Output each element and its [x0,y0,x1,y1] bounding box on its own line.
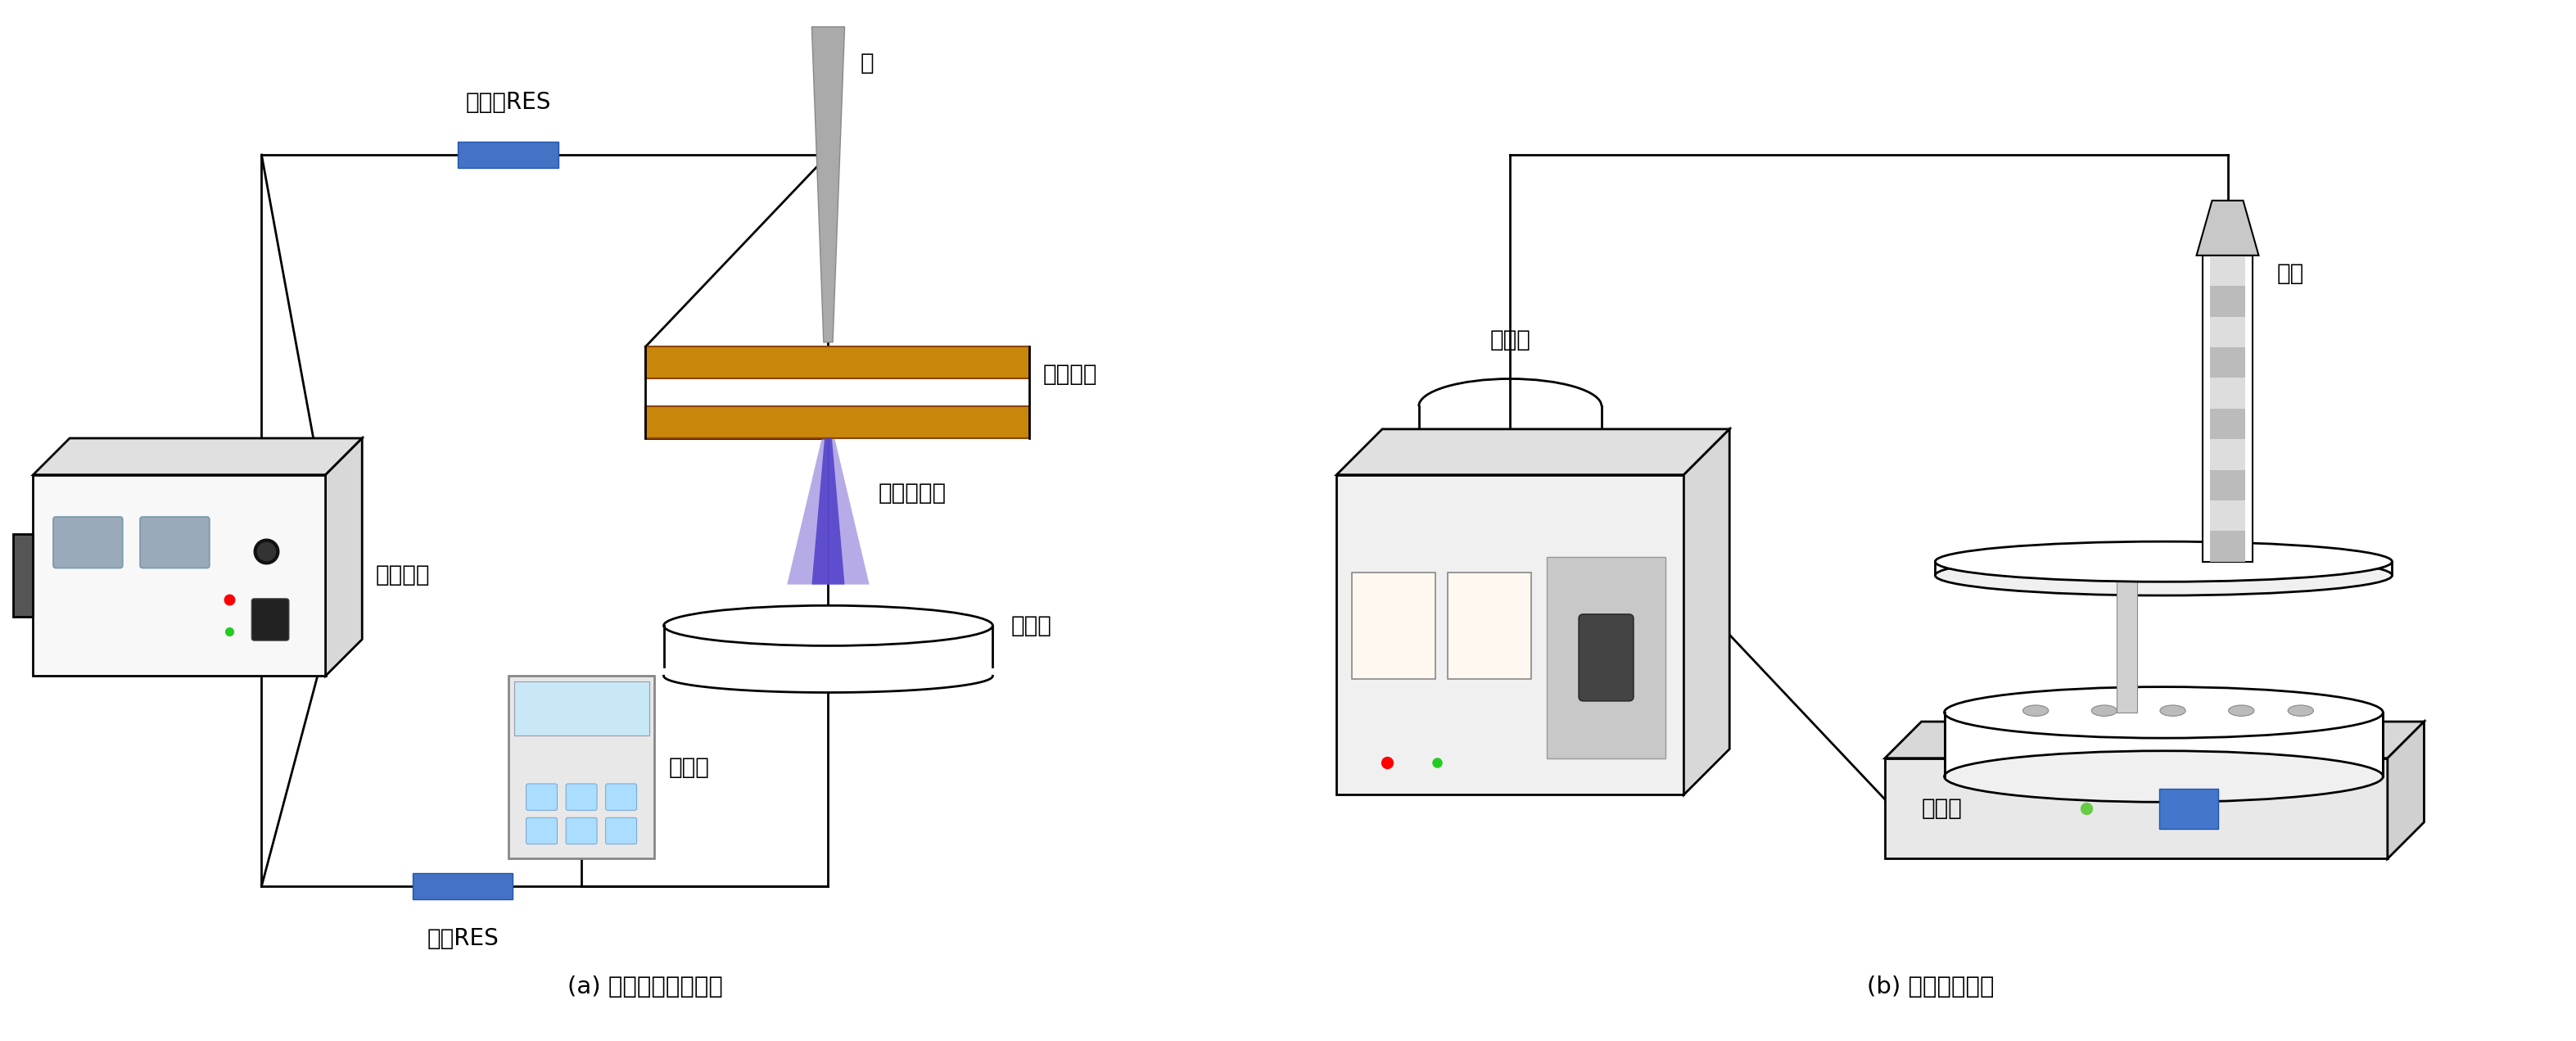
Ellipse shape [2159,705,2184,716]
Polygon shape [665,606,992,692]
FancyBboxPatch shape [139,516,209,568]
Text: 针: 针 [860,52,873,75]
FancyBboxPatch shape [2159,788,2218,829]
Polygon shape [811,438,845,584]
Ellipse shape [2092,705,2117,716]
FancyBboxPatch shape [1546,557,1667,758]
Text: 稳电压源: 稳电压源 [376,564,430,587]
Ellipse shape [1945,751,2383,802]
Ellipse shape [2228,705,2254,716]
Polygon shape [1945,712,2383,777]
FancyBboxPatch shape [1337,475,1685,794]
FancyBboxPatch shape [605,817,636,844]
FancyBboxPatch shape [2210,531,2244,562]
Polygon shape [325,438,363,676]
FancyBboxPatch shape [2210,255,2244,286]
Text: 反应器: 反应器 [1010,614,1051,637]
Polygon shape [811,27,845,342]
FancyBboxPatch shape [2117,576,2138,712]
FancyBboxPatch shape [252,599,289,640]
Text: 氙灯: 氙灯 [2277,262,2303,285]
FancyBboxPatch shape [2210,348,2244,378]
Polygon shape [1337,429,1728,475]
Text: (b) 光化学反应仪: (b) 光化学反应仪 [1868,975,1994,998]
FancyBboxPatch shape [13,534,33,616]
Ellipse shape [1945,687,2383,738]
FancyBboxPatch shape [459,142,559,168]
Polygon shape [1685,429,1728,794]
Text: 阴极循环: 阴极循环 [1043,362,1097,386]
Text: 万用表: 万用表 [667,756,708,779]
FancyBboxPatch shape [507,676,654,859]
FancyBboxPatch shape [647,406,1030,438]
Ellipse shape [2022,705,2048,716]
Ellipse shape [1935,555,2393,595]
FancyBboxPatch shape [513,682,649,735]
FancyBboxPatch shape [412,873,513,899]
Text: 镇流器RES: 镇流器RES [466,91,551,113]
Polygon shape [33,438,363,475]
FancyBboxPatch shape [2210,501,2244,531]
FancyBboxPatch shape [2210,286,2244,316]
FancyBboxPatch shape [54,516,124,568]
Text: 控制器: 控制器 [1489,329,1530,352]
Ellipse shape [665,606,992,645]
FancyBboxPatch shape [1448,573,1530,679]
FancyBboxPatch shape [2210,378,2244,408]
Ellipse shape [2287,705,2313,716]
Ellipse shape [1935,541,2393,582]
Text: 反应器: 反应器 [1922,797,1963,820]
FancyBboxPatch shape [33,475,325,676]
Polygon shape [2388,721,2424,859]
FancyBboxPatch shape [647,347,1030,379]
Text: 检验RES: 检验RES [428,928,500,950]
FancyBboxPatch shape [2210,439,2244,469]
FancyBboxPatch shape [567,784,598,810]
FancyBboxPatch shape [1352,573,1435,679]
FancyBboxPatch shape [2210,316,2244,348]
Text: 等离子射流: 等离子射流 [878,482,945,505]
FancyBboxPatch shape [2210,408,2244,439]
FancyBboxPatch shape [2202,255,2251,562]
Polygon shape [1886,721,2424,758]
Polygon shape [788,438,868,584]
FancyBboxPatch shape [567,817,598,844]
FancyBboxPatch shape [526,817,556,844]
FancyBboxPatch shape [526,784,556,810]
FancyBboxPatch shape [1579,614,1633,701]
FancyBboxPatch shape [1886,758,2388,859]
FancyBboxPatch shape [2210,469,2244,501]
Polygon shape [2197,201,2259,255]
Text: (a) 辉光放电等离子体: (a) 辉光放电等离子体 [567,975,724,998]
FancyBboxPatch shape [605,784,636,810]
